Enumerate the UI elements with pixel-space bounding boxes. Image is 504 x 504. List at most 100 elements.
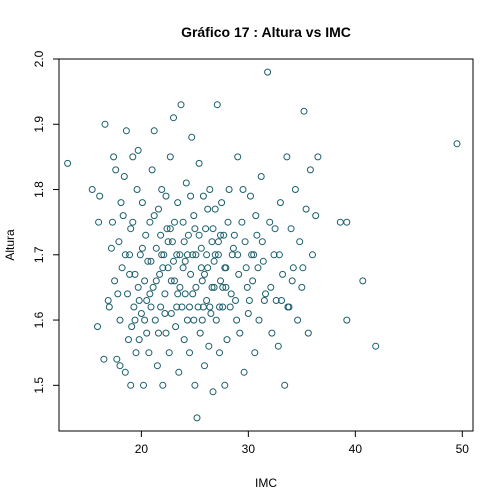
data-point <box>187 270 195 278</box>
data-point <box>209 225 217 233</box>
data-point <box>182 179 190 187</box>
data-point <box>219 303 227 311</box>
data-point <box>133 186 141 193</box>
data-point <box>152 244 160 252</box>
data-point <box>214 251 222 259</box>
data-point <box>177 101 185 109</box>
data-point <box>274 342 282 350</box>
data-point <box>190 212 198 220</box>
data-point <box>188 133 196 141</box>
data-point <box>296 238 304 246</box>
data-point <box>126 270 134 278</box>
data-point <box>278 297 285 304</box>
data-point <box>160 251 168 259</box>
data-point <box>166 225 174 233</box>
data-point <box>179 218 187 226</box>
data-point <box>201 270 208 278</box>
data-point <box>107 244 115 252</box>
data-point <box>241 238 249 246</box>
data-point <box>105 303 113 311</box>
data-point <box>238 218 246 226</box>
data-point <box>204 205 212 213</box>
data-point <box>255 316 263 324</box>
data-point <box>244 310 252 317</box>
data-point <box>151 316 159 324</box>
data-point <box>141 277 149 285</box>
data-point <box>158 251 166 259</box>
data-point <box>178 303 186 311</box>
data-point <box>254 264 262 272</box>
data-point <box>199 192 207 200</box>
data-point <box>100 355 108 363</box>
data-point <box>260 297 268 304</box>
data-point <box>227 290 235 298</box>
data-point <box>248 251 256 259</box>
data-point <box>276 199 284 207</box>
data-point <box>205 342 213 350</box>
data-point <box>186 349 193 357</box>
data-point <box>113 355 121 363</box>
data-point <box>166 153 174 161</box>
data-point <box>193 414 201 422</box>
data-point <box>216 349 223 357</box>
data-point <box>234 251 242 259</box>
data-point <box>206 303 214 311</box>
data-point <box>209 388 217 396</box>
data-point <box>115 238 123 246</box>
data-point <box>267 283 275 291</box>
data-point <box>306 166 314 174</box>
data-point <box>161 290 169 298</box>
data-point <box>96 192 104 200</box>
data-point <box>242 264 250 272</box>
data-point <box>217 277 224 285</box>
data-point <box>196 329 204 337</box>
data-point <box>157 231 165 239</box>
data-point <box>195 231 203 239</box>
y-tick-label: 1.7 <box>32 246 46 263</box>
data-point <box>150 127 158 135</box>
data-point <box>235 270 243 278</box>
data-point <box>217 231 224 239</box>
data-point <box>298 283 306 291</box>
data-point <box>211 251 219 259</box>
data-point <box>220 231 228 239</box>
data-point <box>197 264 205 272</box>
data-point <box>127 225 135 233</box>
data-point <box>173 303 181 311</box>
data-point <box>147 257 155 265</box>
data-point <box>142 231 150 239</box>
data-point <box>155 205 162 213</box>
data-point <box>291 186 299 193</box>
data-point <box>143 329 151 337</box>
data-point <box>135 297 143 304</box>
data-point <box>171 277 178 285</box>
data-point <box>170 257 177 265</box>
data-point <box>157 303 165 311</box>
data-point <box>309 251 316 259</box>
data-point <box>184 231 192 239</box>
data-point <box>262 290 269 298</box>
y-tick-label: 1.9 <box>32 116 46 133</box>
data-point <box>214 238 222 246</box>
data-point <box>250 251 258 259</box>
data-point <box>131 316 139 324</box>
data-point <box>206 186 214 193</box>
data-point <box>213 101 221 109</box>
data-point <box>143 297 151 304</box>
data-point <box>187 192 195 200</box>
data-point <box>281 381 289 389</box>
data-point <box>161 310 169 317</box>
data-point <box>283 153 291 161</box>
data-point <box>219 283 227 291</box>
data-point <box>216 303 223 311</box>
data-point <box>247 192 254 200</box>
data-point <box>268 329 276 337</box>
data-point <box>134 146 142 154</box>
data-point <box>189 251 197 259</box>
data-point <box>258 238 266 246</box>
x-tick-label: 30 <box>242 442 256 456</box>
data-point <box>186 303 193 311</box>
data-point <box>229 244 237 252</box>
data-point <box>257 173 265 180</box>
